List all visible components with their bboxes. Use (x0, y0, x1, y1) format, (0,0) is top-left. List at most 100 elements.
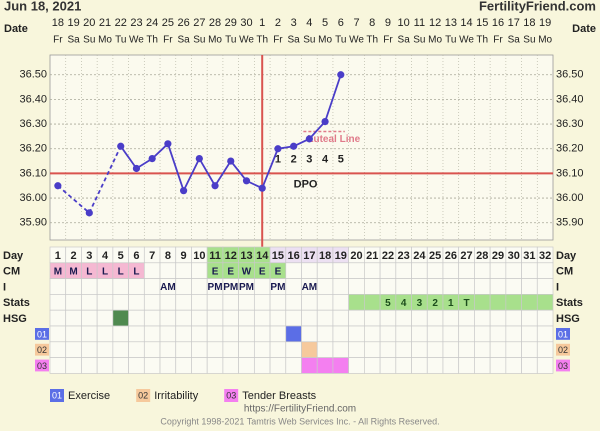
weekday-label: Fr (383, 35, 393, 46)
temp-point (164, 140, 172, 148)
row-label-right: I (556, 281, 559, 293)
cell-text: 25 (429, 250, 441, 262)
table-cell (348, 357, 365, 374)
legend-label: Irritability (154, 390, 199, 402)
table-cell (112, 294, 129, 311)
table-cell (143, 294, 161, 311)
legend-swatch (224, 389, 239, 402)
cell-text: 8 (165, 250, 171, 262)
date-label: 27 (193, 17, 205, 29)
cell-text: 29 (492, 250, 504, 262)
table-cell (364, 341, 381, 358)
table-cell (159, 262, 177, 279)
table-cell (474, 357, 491, 374)
table-cell (65, 294, 82, 311)
cell-text: 10 (193, 250, 205, 262)
table-cell (65, 357, 82, 374)
cell-text: 14 (256, 250, 269, 262)
table-cell (175, 357, 192, 374)
dpo-label: 4 (322, 153, 329, 165)
table-cell (364, 309, 381, 327)
table-cell (348, 309, 365, 327)
temp-point (85, 209, 93, 217)
table-cell (505, 341, 522, 358)
legend-label: Tender Breasts (242, 390, 316, 402)
cell-text: 24 (413, 250, 426, 262)
table-cell (364, 357, 381, 374)
date-label: 15 (476, 17, 488, 29)
table-cell (175, 309, 192, 327)
table-cell (285, 294, 302, 311)
cell-text: 1 (448, 298, 454, 309)
table-cell (474, 278, 491, 295)
table-cell (505, 309, 522, 327)
table-cell (206, 341, 224, 358)
table-cell (81, 278, 98, 295)
table-cell (96, 309, 114, 327)
table-cell (159, 325, 177, 343)
table-cell (395, 262, 412, 279)
table-cell (426, 357, 444, 374)
table-cell (65, 309, 82, 327)
table-cell (65, 325, 82, 343)
row-label-right: Stats (556, 297, 583, 309)
table-cell (128, 278, 145, 295)
table-cell (81, 341, 98, 358)
dpo-label: 3 (306, 153, 312, 165)
table-cell (536, 341, 554, 358)
table-cell (191, 325, 208, 343)
table-cell (458, 262, 475, 279)
cell-text: L (102, 266, 108, 277)
table-cell (253, 278, 271, 295)
table-cell (348, 262, 365, 279)
weekday-label: Fr (163, 35, 173, 46)
cell-text: 13 (240, 250, 252, 262)
temp-point (321, 118, 329, 126)
weekday-label: Sa (67, 35, 80, 46)
symptom-code-right: 03 (558, 361, 568, 371)
table-cell (458, 325, 475, 343)
cell-text: 27 (460, 250, 472, 262)
temp-point (227, 157, 235, 165)
cell-text: AM (302, 282, 318, 293)
y-tick-label: 36.50 (19, 69, 47, 81)
table-cell (489, 294, 507, 311)
table-cell (238, 309, 255, 327)
weekday-label: Sa (177, 35, 190, 46)
symptom-code-right-box (556, 328, 570, 340)
table-cell (395, 325, 412, 343)
cell-text: E (212, 266, 219, 277)
table-cell (238, 294, 255, 311)
y-tick-label: 36.00 (19, 192, 47, 204)
temp-point (180, 187, 188, 195)
table-cell (521, 309, 538, 327)
weekday-label: Fr (493, 35, 503, 46)
table-cell (442, 278, 460, 295)
table-cell (395, 309, 412, 327)
weekday-label: Th (476, 35, 488, 46)
weekday-label: Mo (538, 35, 552, 46)
date-label: 30 (240, 17, 252, 29)
table-cell (301, 341, 318, 358)
table-cell (112, 357, 129, 374)
table-cell (442, 341, 460, 358)
date-label: 20 (83, 17, 95, 29)
dpo-label: 1 (275, 153, 281, 165)
table-cell (128, 325, 145, 343)
table-cell (536, 309, 554, 327)
header-site: FertilityFriend.com (479, 0, 596, 13)
table-cell (191, 278, 208, 295)
legend-swatch (50, 389, 64, 402)
row-label: HSG (3, 313, 27, 325)
table-cell (238, 341, 255, 358)
table-cell (238, 325, 255, 343)
row-label: CM (3, 266, 20, 278)
table-cell (112, 325, 129, 343)
date-label: 12 (429, 17, 441, 29)
table-cell (143, 278, 161, 295)
temp-point (54, 182, 62, 190)
weekday-label: Su (523, 35, 535, 46)
temp-point (290, 142, 298, 150)
table-cell (191, 309, 208, 327)
